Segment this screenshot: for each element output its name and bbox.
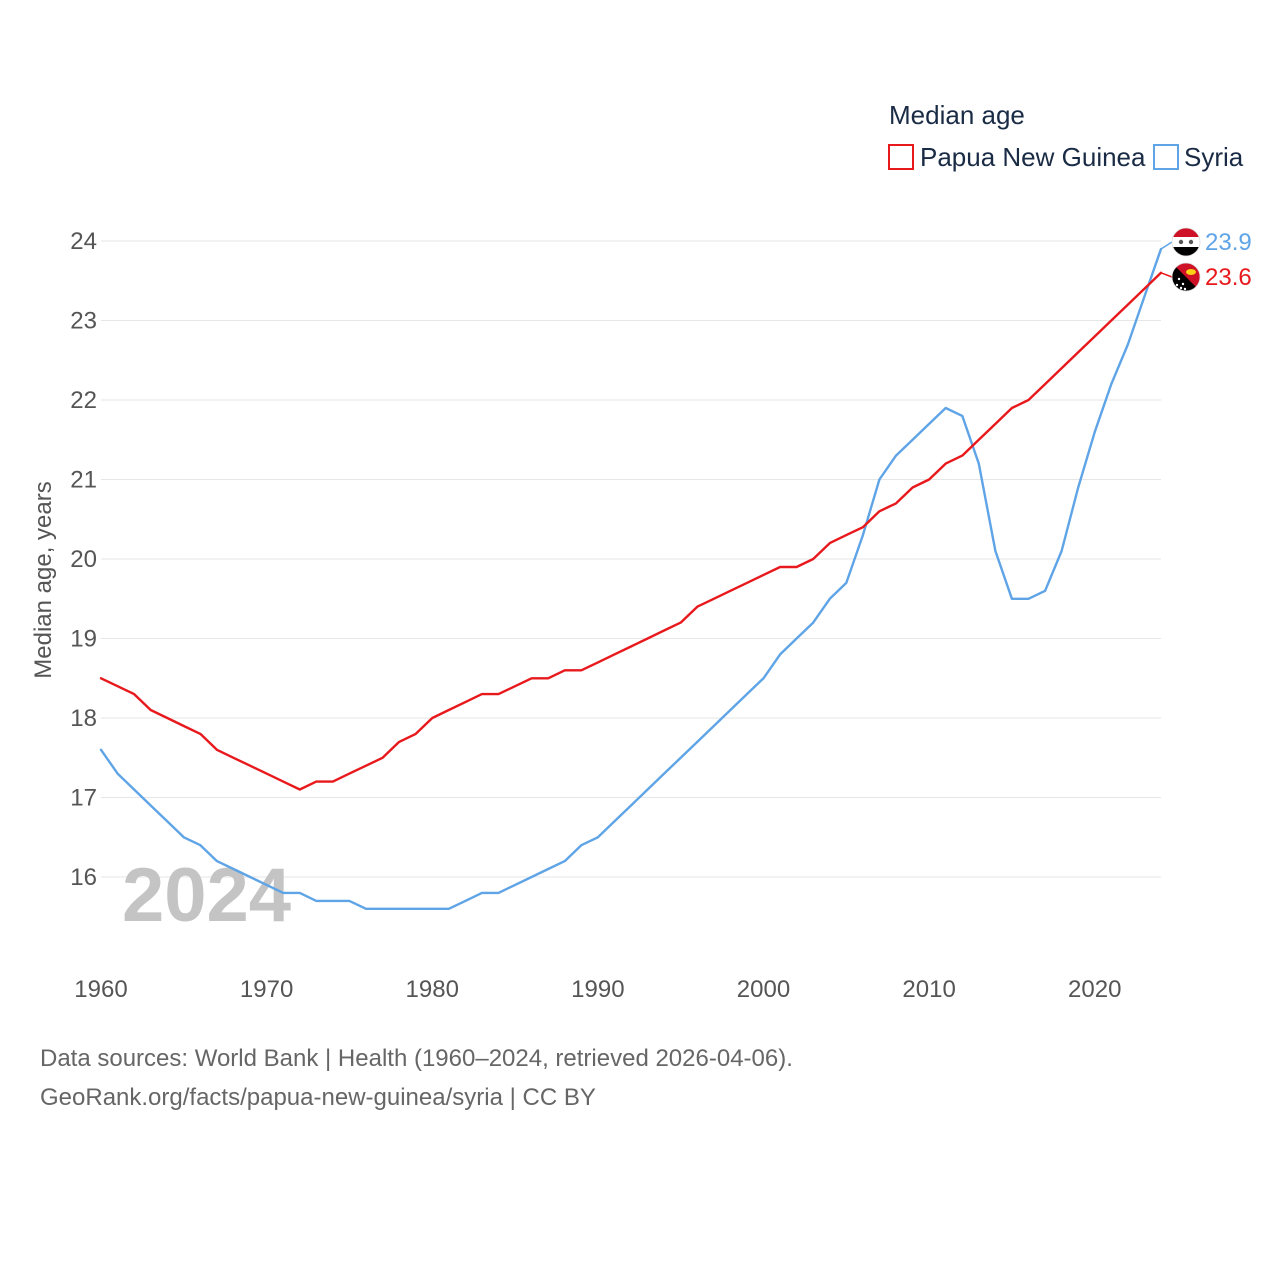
x-tick-label-1980: 1980 <box>406 976 459 1003</box>
y-tick-label-18: 18 <box>70 705 97 732</box>
y-tick-label-19: 19 <box>70 626 97 653</box>
y-tick-label-24: 24 <box>70 228 97 255</box>
papua-new-guinea-flag-icon <box>1171 262 1201 292</box>
x-tick-label-2010: 2010 <box>902 976 955 1003</box>
y-axis-ticks: 16 17 18 19 20 21 22 23 24 <box>70 228 97 891</box>
legend-swatch-syria <box>1153 144 1179 170</box>
legend-item-syria[interactable]: Syria <box>1153 142 1244 172</box>
x-tick-label-1990: 1990 <box>571 976 624 1003</box>
legend-label-syria: Syria <box>1184 142 1244 172</box>
end-connector-syria <box>1160 241 1173 250</box>
source-url[interactable]: GeoRank.org/facts/papua-new-guinea/syria… <box>40 1084 596 1111</box>
series-lines <box>99 247 1163 910</box>
legend-item-papua-new-guinea[interactable]: Papua New Guinea <box>888 142 1146 172</box>
x-tick-label-1970: 1970 <box>240 976 293 1003</box>
grid-lines <box>101 240 1161 878</box>
series-line-syria[interactable] <box>99 247 1163 910</box>
syria-flag-icon <box>1171 227 1201 257</box>
x-tick-label-2000: 2000 <box>737 976 790 1003</box>
x-axis-ticks: 1960 1970 1980 1990 2000 2010 2020 <box>74 976 1121 1003</box>
legend: Median age Papua New Guinea Syria <box>888 100 1244 172</box>
x-tick-label-2020: 2020 <box>1068 976 1121 1003</box>
series-line-papua-new-guinea[interactable] <box>99 271 1163 791</box>
y-tick-label-22: 22 <box>70 387 97 414</box>
legend-label-papua-new-guinea: Papua New Guinea <box>920 142 1146 172</box>
end-connector-papua-new-guinea <box>1160 272 1173 278</box>
end-markers: 23.6 23.9 <box>1160 227 1252 292</box>
y-tick-label-16: 16 <box>70 864 97 891</box>
y-axis-label: Median age, years <box>30 481 57 678</box>
y-tick-label-23: 23 <box>70 308 97 335</box>
legend-swatch-papua-new-guinea <box>888 144 914 170</box>
source-note: Data sources: World Bank | Health (1960–… <box>40 1045 793 1072</box>
y-tick-label-20: 20 <box>70 546 97 573</box>
end-value-label-syria: 23.9 <box>1205 229 1252 256</box>
year-watermark: 2024 <box>122 853 291 938</box>
y-tick-label-17: 17 <box>70 785 97 812</box>
end-value-label-papua-new-guinea: 23.6 <box>1205 264 1252 291</box>
legend-title: Median age <box>889 100 1025 130</box>
x-tick-label-1960: 1960 <box>74 976 127 1003</box>
y-tick-label-21: 21 <box>70 467 97 494</box>
